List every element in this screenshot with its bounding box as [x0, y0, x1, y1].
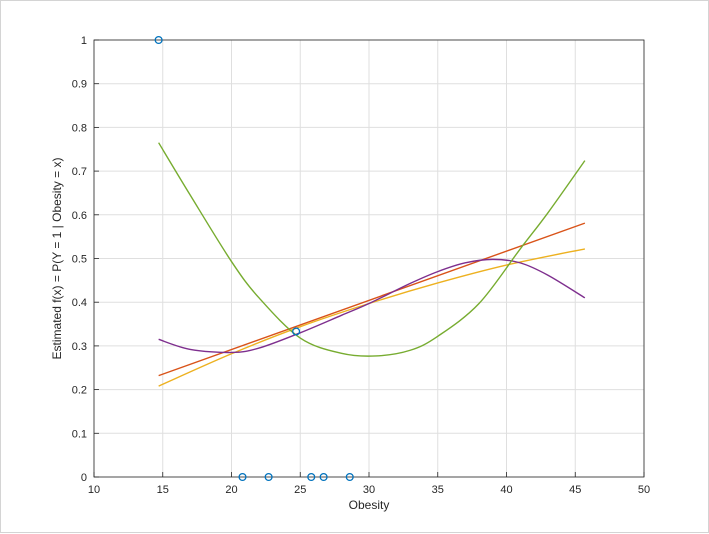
fit-line-series-2	[158, 248, 586, 387]
data-point	[307, 472, 316, 482]
series-line	[158, 258, 586, 354]
y-tick-label: 0.2	[72, 385, 87, 397]
y-tick-label: 0	[81, 472, 87, 484]
data-point	[264, 472, 273, 482]
x-tick-label: 40	[500, 484, 512, 496]
y-tick-label: 0.4	[72, 297, 87, 309]
y-tick-label: 0.1	[72, 428, 87, 440]
series	[154, 35, 586, 482]
data-point	[154, 35, 163, 45]
x-tick-label: 35	[432, 484, 444, 496]
x-axis-label: Obesity	[349, 498, 390, 512]
data-point	[319, 472, 328, 482]
grid	[93, 39, 645, 478]
x-tick-label: 15	[157, 484, 169, 496]
data-point	[345, 472, 354, 482]
y-tick-label: 0.9	[72, 79, 87, 91]
y-tick-label: 0.5	[72, 254, 87, 266]
data-point	[238, 472, 247, 482]
y-tick-label: 0.3	[72, 341, 87, 353]
x-tick-label: 50	[638, 484, 650, 496]
data-point	[292, 327, 301, 336]
scatter-series-0	[154, 35, 354, 482]
series-line	[158, 142, 586, 357]
x-tick-label: 20	[225, 484, 237, 496]
y-axis-label: Estimated f(x) = P(Y = 1 | Obesity = x)	[50, 158, 64, 360]
x-tick-label: 30	[363, 484, 375, 496]
series-line	[158, 248, 586, 387]
axis-ticks: 10 15 20 25 30 35 40 45 50 0 0.1 0.2 0.3 0.4 0.5 0.6 0.7…	[72, 35, 650, 496]
x-tick-label: 10	[88, 484, 100, 496]
y-tick-label: 0.8	[72, 122, 87, 134]
y-tick-label: 0.7	[72, 166, 87, 178]
fit-line-series-1	[158, 222, 586, 377]
y-tick-label: 0.6	[72, 210, 87, 222]
fit-line-series-4	[158, 142, 586, 357]
x-tick-label: 25	[294, 484, 306, 496]
x-tick-label: 45	[569, 484, 581, 496]
y-tick-label: 1	[81, 35, 87, 47]
series-line	[158, 222, 586, 377]
fit-line-series-3	[158, 258, 586, 354]
